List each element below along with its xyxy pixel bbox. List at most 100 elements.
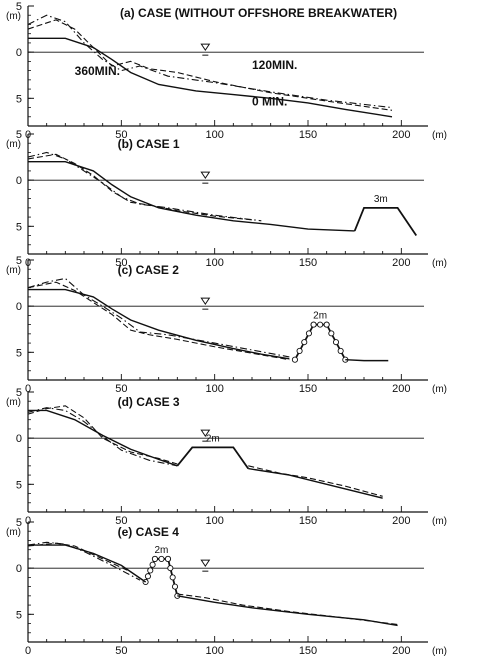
profile-line <box>345 358 389 362</box>
x-tick-label: 0 <box>25 383 31 395</box>
profile-line <box>27 151 262 222</box>
x-tick-label: 0 <box>25 515 31 527</box>
water-level-symbol <box>200 43 211 52</box>
armor-stone <box>332 339 340 346</box>
y-axis-label: (m) <box>6 527 21 538</box>
armor-stone <box>310 321 317 328</box>
x-tick-label: 50 <box>115 383 127 395</box>
panel-title: (a) CASE (WITHOUT OFFSHORE BREAKWATER) <box>120 6 397 20</box>
x-tick-label: 100 <box>205 257 223 269</box>
armor-stone <box>171 583 179 590</box>
panel-title: (d) CASE 3 <box>118 395 180 409</box>
y-tick-label: 5 <box>16 1 22 13</box>
y-tick-label: 0 <box>16 47 22 59</box>
x-tick-label: 50 <box>115 515 127 527</box>
panel-title: (c) CASE 2 <box>118 263 180 277</box>
series-annotation: 120MIN. <box>252 58 297 72</box>
profile-line <box>248 465 383 497</box>
breakwater-label: 2m <box>313 311 327 322</box>
armor-stone <box>305 330 312 337</box>
x-tick-label: 200 <box>392 383 410 395</box>
y-tick-label: 5 <box>16 93 22 105</box>
x-axis-label: (m) <box>432 646 447 657</box>
y-tick-label: 5 <box>16 609 22 621</box>
profile-line <box>27 407 178 467</box>
x-tick-label: 150 <box>299 129 317 141</box>
profile-line <box>27 541 141 581</box>
profile-line <box>28 160 355 232</box>
x-axis-label: (m) <box>432 516 447 527</box>
x-tick-label: 50 <box>115 645 127 657</box>
panel-3: 505(m)0 50 100 150 200 (m)(c) CASE 22m <box>6 255 447 395</box>
x-tick-label: 200 <box>392 257 410 269</box>
x-tick-label: 100 <box>205 129 223 141</box>
x-tick-label: 100 <box>205 383 223 395</box>
x-tick-label: 100 <box>205 515 223 527</box>
profile-line <box>27 14 393 109</box>
series-annotation: 360MIN. <box>75 64 120 78</box>
x-tick-label: 50 <box>115 129 127 141</box>
profile-line <box>28 409 178 467</box>
y-axis-label: (m) <box>6 265 21 276</box>
panel-title: (e) CASE 4 <box>118 525 180 539</box>
water-level-symbol <box>200 429 211 438</box>
x-tick-label: 150 <box>299 383 317 395</box>
x-tick-label: 150 <box>299 257 317 269</box>
breakwater-label: 2m <box>155 545 169 556</box>
armor-stone <box>147 567 154 574</box>
armor-stone <box>317 321 324 328</box>
armor-stone <box>169 574 176 581</box>
y-tick-label: 5 <box>16 517 22 529</box>
profile-line <box>27 281 290 361</box>
profile-line <box>28 37 393 118</box>
armor-stone <box>328 330 335 337</box>
profile-line <box>28 288 290 360</box>
x-tick-label: 200 <box>392 645 410 657</box>
profile-line <box>27 153 253 221</box>
profile-line <box>27 19 393 111</box>
y-tick-label: 0 <box>16 301 22 313</box>
y-tick-label: 5 <box>16 387 22 399</box>
y-tick-label: 0 <box>16 563 22 575</box>
y-tick-label: 5 <box>16 479 22 491</box>
water-level-symbol <box>200 171 211 180</box>
armor-stone <box>296 347 303 354</box>
y-tick-label: 5 <box>16 255 22 267</box>
x-tick-label: 0 <box>25 645 31 657</box>
x-tick-label: 150 <box>299 645 317 657</box>
armor-stone <box>151 555 158 562</box>
profile-line <box>27 542 146 583</box>
panel-2: 50 5 (m) 0 50 100 150 200 (m) (b) CASE 1 3m <box>6 129 447 269</box>
x-axis-label: (m) <box>432 130 447 141</box>
profile-line <box>177 593 398 626</box>
x-tick-label: 200 <box>392 129 410 141</box>
x-axis-label: (m) <box>432 258 447 269</box>
breakwater <box>176 446 250 470</box>
y-axis-label: (m) <box>6 397 21 408</box>
panel-5: 505(m)0 50 100 150 200 (m)(e) CASE 42m <box>6 517 447 657</box>
water-level-symbol <box>200 559 211 568</box>
armor-stone <box>144 573 151 580</box>
y-tick-label: 5 <box>16 221 22 233</box>
x-tick-label: 100 <box>205 645 223 657</box>
panel-title: (b) CASE 1 <box>118 137 180 151</box>
y-tick-label: 0 <box>16 433 22 445</box>
panel-4: 505(m)0 50 100 150 200 (m)(d) CASE 32m <box>6 387 447 527</box>
y-tick-label: 0 <box>16 175 22 187</box>
water-level-symbol <box>200 297 211 306</box>
y-tick-label: 5 <box>16 129 22 141</box>
armor-stone <box>301 339 308 346</box>
armor-stone <box>149 561 156 568</box>
armor-stone <box>337 347 344 354</box>
y-tick-label: 5 <box>16 347 22 359</box>
x-axis-label: (m) <box>432 384 447 395</box>
breakwater-label: 3m <box>374 194 388 205</box>
armor-stone <box>164 555 172 562</box>
profile-line <box>27 405 178 465</box>
x-tick-label: 200 <box>392 515 410 527</box>
profile-line <box>177 595 398 627</box>
x-tick-label: 50 <box>115 257 127 269</box>
profile-line <box>28 544 146 583</box>
